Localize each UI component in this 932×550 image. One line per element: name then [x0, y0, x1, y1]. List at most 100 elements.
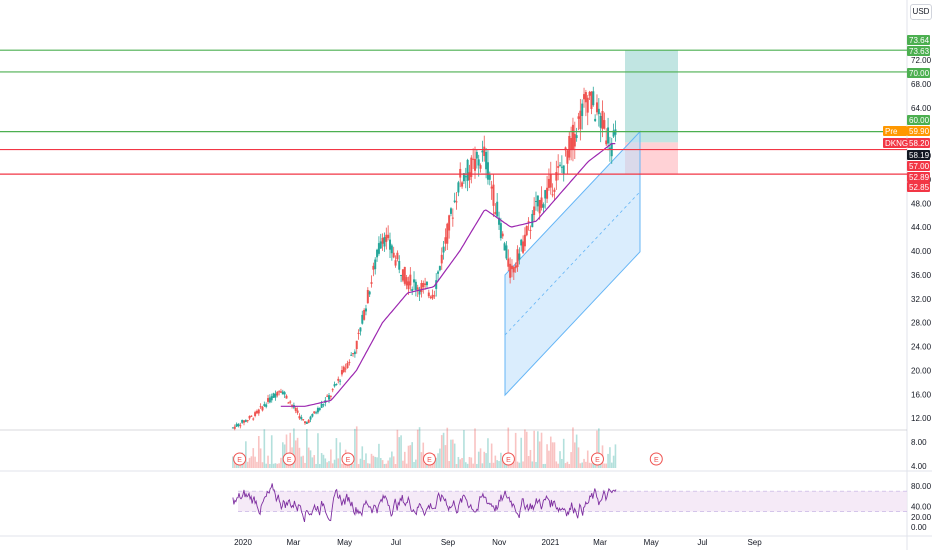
volume-bar — [450, 439, 452, 468]
candle-body — [597, 108, 600, 115]
candle-body — [313, 411, 316, 414]
time-axis[interactable]: 2020 Mar May Jul Sep Nov 2021 Mar May Jul Sep — [234, 538, 762, 547]
volume-bar — [542, 463, 545, 468]
candle-body — [315, 412, 318, 414]
volume-bar — [607, 453, 609, 468]
candle-body — [461, 182, 464, 187]
candle-body — [231, 427, 234, 429]
volume-bar — [318, 463, 321, 468]
volume-bar — [575, 434, 578, 468]
volume-bar — [259, 448, 262, 468]
candle-body — [466, 159, 469, 181]
volume-bar — [583, 458, 585, 468]
volume-bar — [557, 463, 559, 468]
volume-bar — [276, 463, 279, 468]
volume-bar — [487, 438, 489, 468]
candle-body — [283, 392, 286, 395]
price-tick-label: 12.00 — [911, 414, 932, 423]
time-tick-label: 2020 — [234, 538, 252, 547]
earnings-marker-label: E — [346, 457, 351, 464]
candle-body — [377, 243, 380, 254]
time-tick-label: Mar — [593, 538, 607, 547]
candle-body — [453, 200, 456, 203]
price-badge-text: 60.00 — [909, 116, 930, 125]
volume-bar — [540, 432, 543, 468]
candle-body — [394, 260, 397, 266]
volume-bar — [555, 461, 558, 468]
candle-body — [335, 383, 338, 385]
candle-body — [595, 102, 598, 113]
volume-bar — [341, 463, 343, 468]
candle-body — [544, 190, 547, 199]
candle-body — [505, 245, 508, 259]
volume-bar — [603, 463, 606, 468]
volume-bar — [389, 457, 391, 468]
candle-body — [291, 404, 294, 406]
horizontal-levels[interactable] — [0, 49, 907, 175]
rsi-tick-label: 80.00 — [911, 482, 932, 491]
candle-body — [374, 259, 377, 270]
volume-bar — [392, 456, 395, 468]
candle-body — [559, 164, 562, 166]
price-badge-prefix-text: DKNG — [885, 139, 908, 148]
candle-body — [254, 412, 257, 416]
price-badge-text: 52.89 — [909, 173, 930, 182]
volume-bar — [385, 463, 388, 468]
candle-body — [270, 396, 273, 401]
trend-channel[interactable] — [504, 130, 641, 397]
time-tick-label: Jul — [697, 538, 707, 547]
volume-bar — [265, 463, 267, 468]
earnings-marker-0 — [233, 452, 247, 466]
candle-body — [344, 368, 347, 370]
earnings-marker-label: E — [654, 457, 659, 464]
volume-bar — [538, 441, 541, 468]
candle-body — [477, 159, 480, 166]
volume-bar — [296, 437, 299, 468]
price-tick-label: 48.00 — [911, 199, 932, 208]
candle-body — [564, 147, 567, 151]
earnings-marker-label: E — [506, 457, 511, 464]
volume-bar — [396, 429, 399, 468]
candle-body — [479, 165, 482, 169]
volume-bar — [531, 461, 534, 468]
volume-bar — [272, 463, 275, 468]
candle-body — [462, 173, 465, 182]
candle-body — [387, 234, 390, 239]
candle-body — [352, 353, 355, 355]
candle-body — [237, 423, 240, 426]
candle-body — [309, 416, 312, 420]
volume-bar — [614, 444, 617, 468]
candle-body — [549, 173, 552, 188]
candle-body — [546, 187, 549, 199]
candle-body — [444, 237, 447, 244]
candle-body — [267, 398, 270, 402]
volume-bar — [479, 448, 482, 468]
candle-body — [571, 124, 574, 150]
volume-bar — [300, 456, 303, 468]
candle-body — [440, 254, 443, 264]
candle-body — [498, 217, 501, 225]
volume-bar — [470, 457, 473, 468]
candle-body — [289, 401, 292, 403]
volume-bar — [252, 448, 255, 468]
candle-body — [536, 195, 539, 207]
candle-body — [429, 296, 432, 298]
candle-body — [608, 147, 611, 150]
volume-bar — [529, 449, 532, 468]
candle-body — [243, 420, 246, 423]
candle-body — [531, 213, 534, 228]
rsi-tick-label: 20.00 — [911, 513, 932, 522]
volume-bar — [263, 429, 266, 468]
candle-body — [525, 226, 528, 236]
candle-body — [298, 416, 301, 419]
volume-bar — [553, 442, 556, 468]
volume-bar — [335, 438, 338, 468]
price-badge — [907, 172, 930, 182]
candle-body — [376, 249, 379, 258]
volume-bar — [363, 459, 365, 468]
candle-body — [342, 366, 345, 372]
volume-bar — [461, 457, 463, 468]
